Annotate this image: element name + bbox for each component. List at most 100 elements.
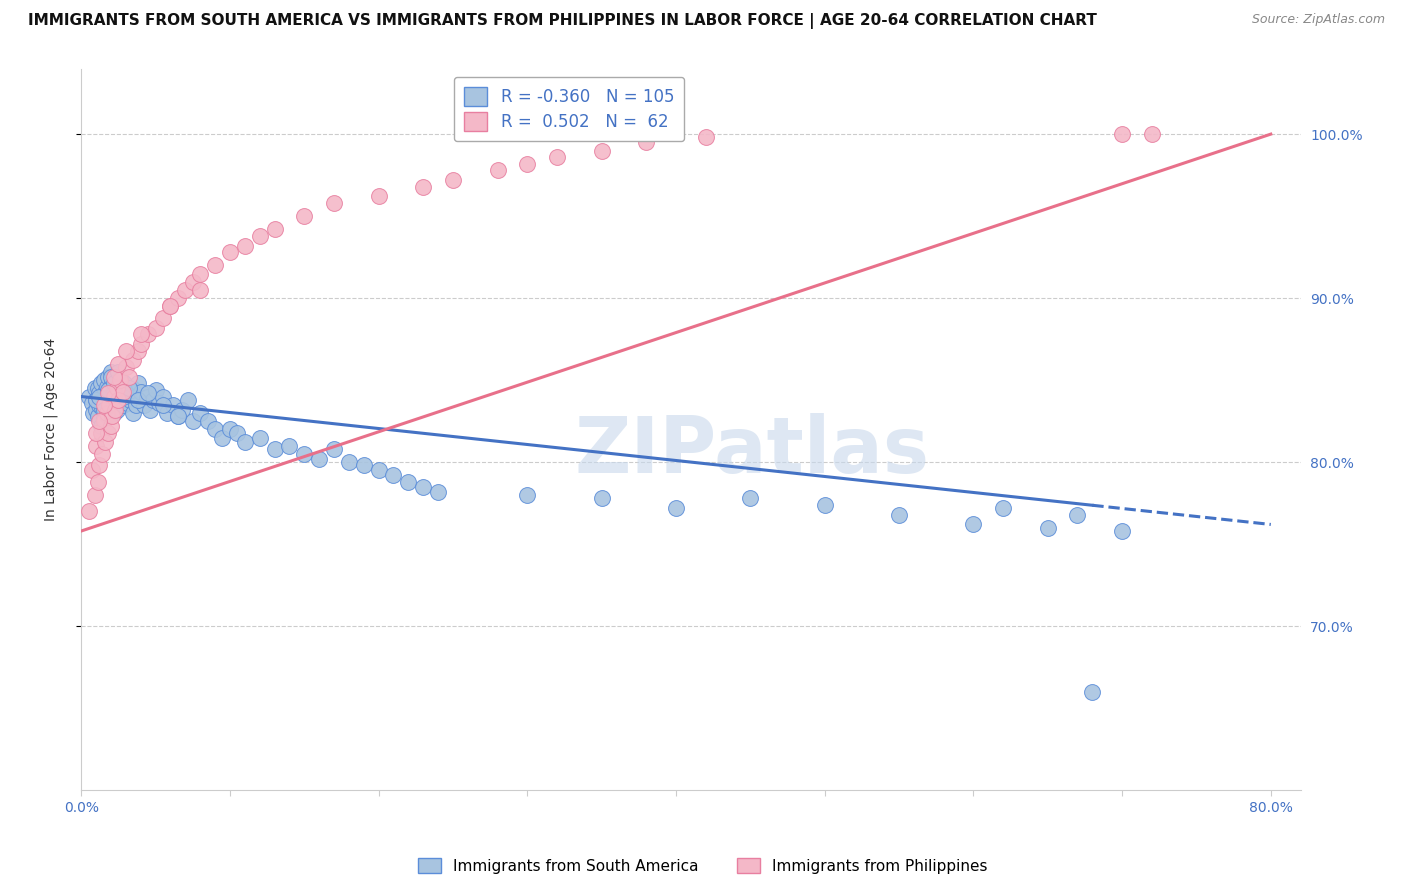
Point bbox=[77, 504, 100, 518]
Text: Source: ZipAtlas.com: Source: ZipAtlas.com bbox=[1251, 13, 1385, 27]
Point bbox=[148, 396, 170, 410]
Point bbox=[323, 442, 346, 456]
Point bbox=[204, 422, 226, 436]
Point bbox=[103, 406, 125, 420]
Point bbox=[142, 392, 165, 407]
Point bbox=[86, 381, 108, 395]
Point bbox=[249, 228, 271, 243]
Point bbox=[107, 369, 129, 384]
Point bbox=[591, 144, 613, 158]
Point bbox=[121, 381, 143, 395]
Point bbox=[100, 365, 122, 379]
Point bbox=[100, 419, 122, 434]
Point bbox=[112, 376, 135, 391]
Point bbox=[84, 392, 107, 407]
Y-axis label: In Labor Force | Age 20-64: In Labor Force | Age 20-64 bbox=[44, 338, 58, 521]
Point bbox=[97, 369, 120, 384]
Point bbox=[181, 414, 204, 428]
Point bbox=[665, 501, 688, 516]
Point bbox=[91, 401, 114, 415]
Point bbox=[204, 258, 226, 272]
Point bbox=[104, 402, 127, 417]
Point bbox=[93, 373, 115, 387]
Point bbox=[93, 402, 115, 417]
Point bbox=[127, 376, 149, 391]
Point bbox=[219, 245, 242, 260]
Point bbox=[84, 439, 107, 453]
Point bbox=[82, 406, 104, 420]
Point bbox=[129, 337, 152, 351]
Text: IMMIGRANTS FROM SOUTH AMERICA VS IMMIGRANTS FROM PHILIPPINES IN LABOR FORCE | AG: IMMIGRANTS FROM SOUTH AMERICA VS IMMIGRA… bbox=[28, 13, 1097, 29]
Point bbox=[115, 386, 138, 401]
Point bbox=[118, 383, 141, 397]
Point bbox=[156, 406, 179, 420]
Point bbox=[80, 396, 103, 410]
Point bbox=[86, 475, 108, 489]
Point bbox=[138, 402, 160, 417]
Point bbox=[591, 491, 613, 506]
Point bbox=[93, 410, 115, 425]
Point bbox=[167, 291, 190, 305]
Point bbox=[107, 365, 129, 379]
Point bbox=[323, 196, 346, 211]
Point bbox=[233, 435, 256, 450]
Point bbox=[162, 398, 184, 412]
Point bbox=[188, 406, 211, 420]
Point bbox=[263, 442, 285, 456]
Point bbox=[962, 517, 984, 532]
Point bbox=[129, 327, 152, 342]
Point bbox=[87, 386, 110, 401]
Point bbox=[127, 343, 149, 358]
Point bbox=[87, 458, 110, 473]
Point bbox=[249, 431, 271, 445]
Point bbox=[396, 475, 419, 489]
Point bbox=[115, 359, 138, 374]
Point bbox=[152, 398, 174, 412]
Point bbox=[91, 447, 114, 461]
Point bbox=[1081, 684, 1104, 698]
Point bbox=[108, 373, 131, 387]
Point bbox=[337, 455, 360, 469]
Point bbox=[740, 491, 762, 506]
Point bbox=[292, 209, 315, 223]
Point bbox=[159, 299, 181, 313]
Point bbox=[77, 390, 100, 404]
Point bbox=[991, 501, 1014, 516]
Point bbox=[181, 275, 204, 289]
Point bbox=[211, 431, 233, 445]
Point bbox=[90, 419, 112, 434]
Legend: R = -0.360   N = 105, R =  0.502   N =  62: R = -0.360 N = 105, R = 0.502 N = 62 bbox=[454, 77, 685, 141]
Point bbox=[122, 406, 145, 420]
Point bbox=[87, 414, 110, 428]
Point bbox=[111, 398, 134, 412]
Point bbox=[125, 398, 148, 412]
Point bbox=[172, 402, 194, 417]
Point bbox=[94, 398, 117, 412]
Point bbox=[120, 392, 142, 407]
Point bbox=[1036, 521, 1059, 535]
Point bbox=[90, 425, 112, 440]
Point bbox=[111, 390, 134, 404]
Point bbox=[887, 508, 910, 522]
Point bbox=[427, 484, 450, 499]
Point bbox=[86, 409, 108, 424]
Point bbox=[226, 425, 249, 440]
Point bbox=[441, 173, 464, 187]
Point bbox=[118, 369, 141, 384]
Legend: Immigrants from South America, Immigrants from Philippines: Immigrants from South America, Immigrant… bbox=[412, 852, 994, 880]
Point bbox=[83, 381, 105, 395]
Point bbox=[103, 369, 125, 384]
Point bbox=[101, 409, 124, 424]
Point bbox=[98, 398, 121, 412]
Point bbox=[219, 422, 242, 436]
Point bbox=[152, 390, 174, 404]
Point bbox=[188, 283, 211, 297]
Point bbox=[96, 380, 118, 394]
Point bbox=[103, 376, 125, 391]
Point bbox=[100, 369, 122, 384]
Point bbox=[546, 150, 568, 164]
Point bbox=[103, 390, 125, 404]
Point bbox=[367, 463, 389, 477]
Point bbox=[117, 396, 139, 410]
Point bbox=[98, 392, 121, 407]
